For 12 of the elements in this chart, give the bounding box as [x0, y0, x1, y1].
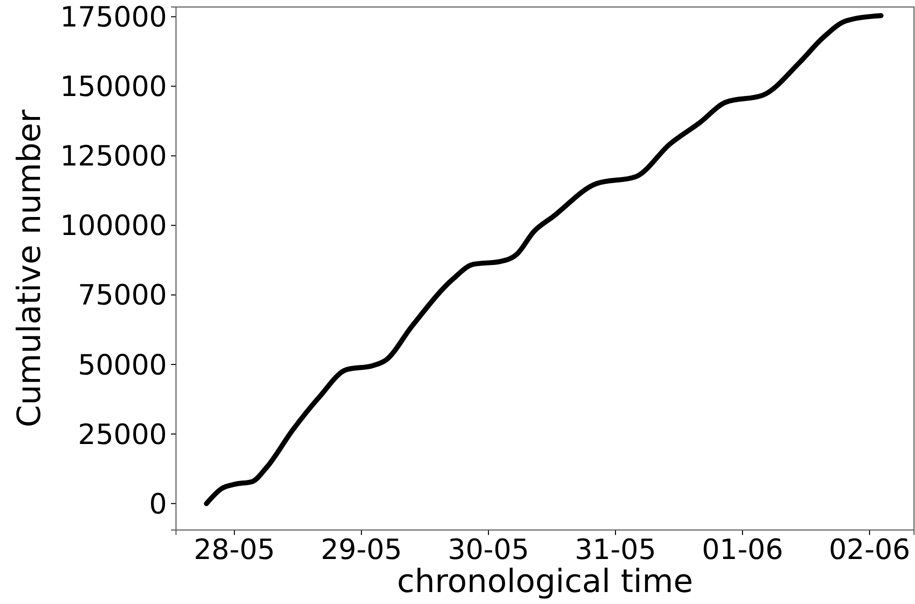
y-tick-label: 0 [149, 487, 167, 520]
x-tick-label: 28-05 [194, 532, 276, 566]
y-tick-label: 150000 [60, 70, 167, 104]
x-tick-label: 02-06 [828, 532, 910, 566]
y-axis-title: Cumulative number [10, 108, 48, 428]
x-tick-label: 01-06 [702, 532, 784, 566]
y-tick-label: 125000 [60, 140, 167, 173]
y-tick-label: 100000 [60, 209, 167, 242]
y-tick-label: 175000 [60, 0, 167, 34]
y-tick-label: 75000 [78, 278, 167, 312]
y-tick-label: 25000 [78, 418, 167, 451]
y-tick-label: 50000 [78, 348, 167, 382]
